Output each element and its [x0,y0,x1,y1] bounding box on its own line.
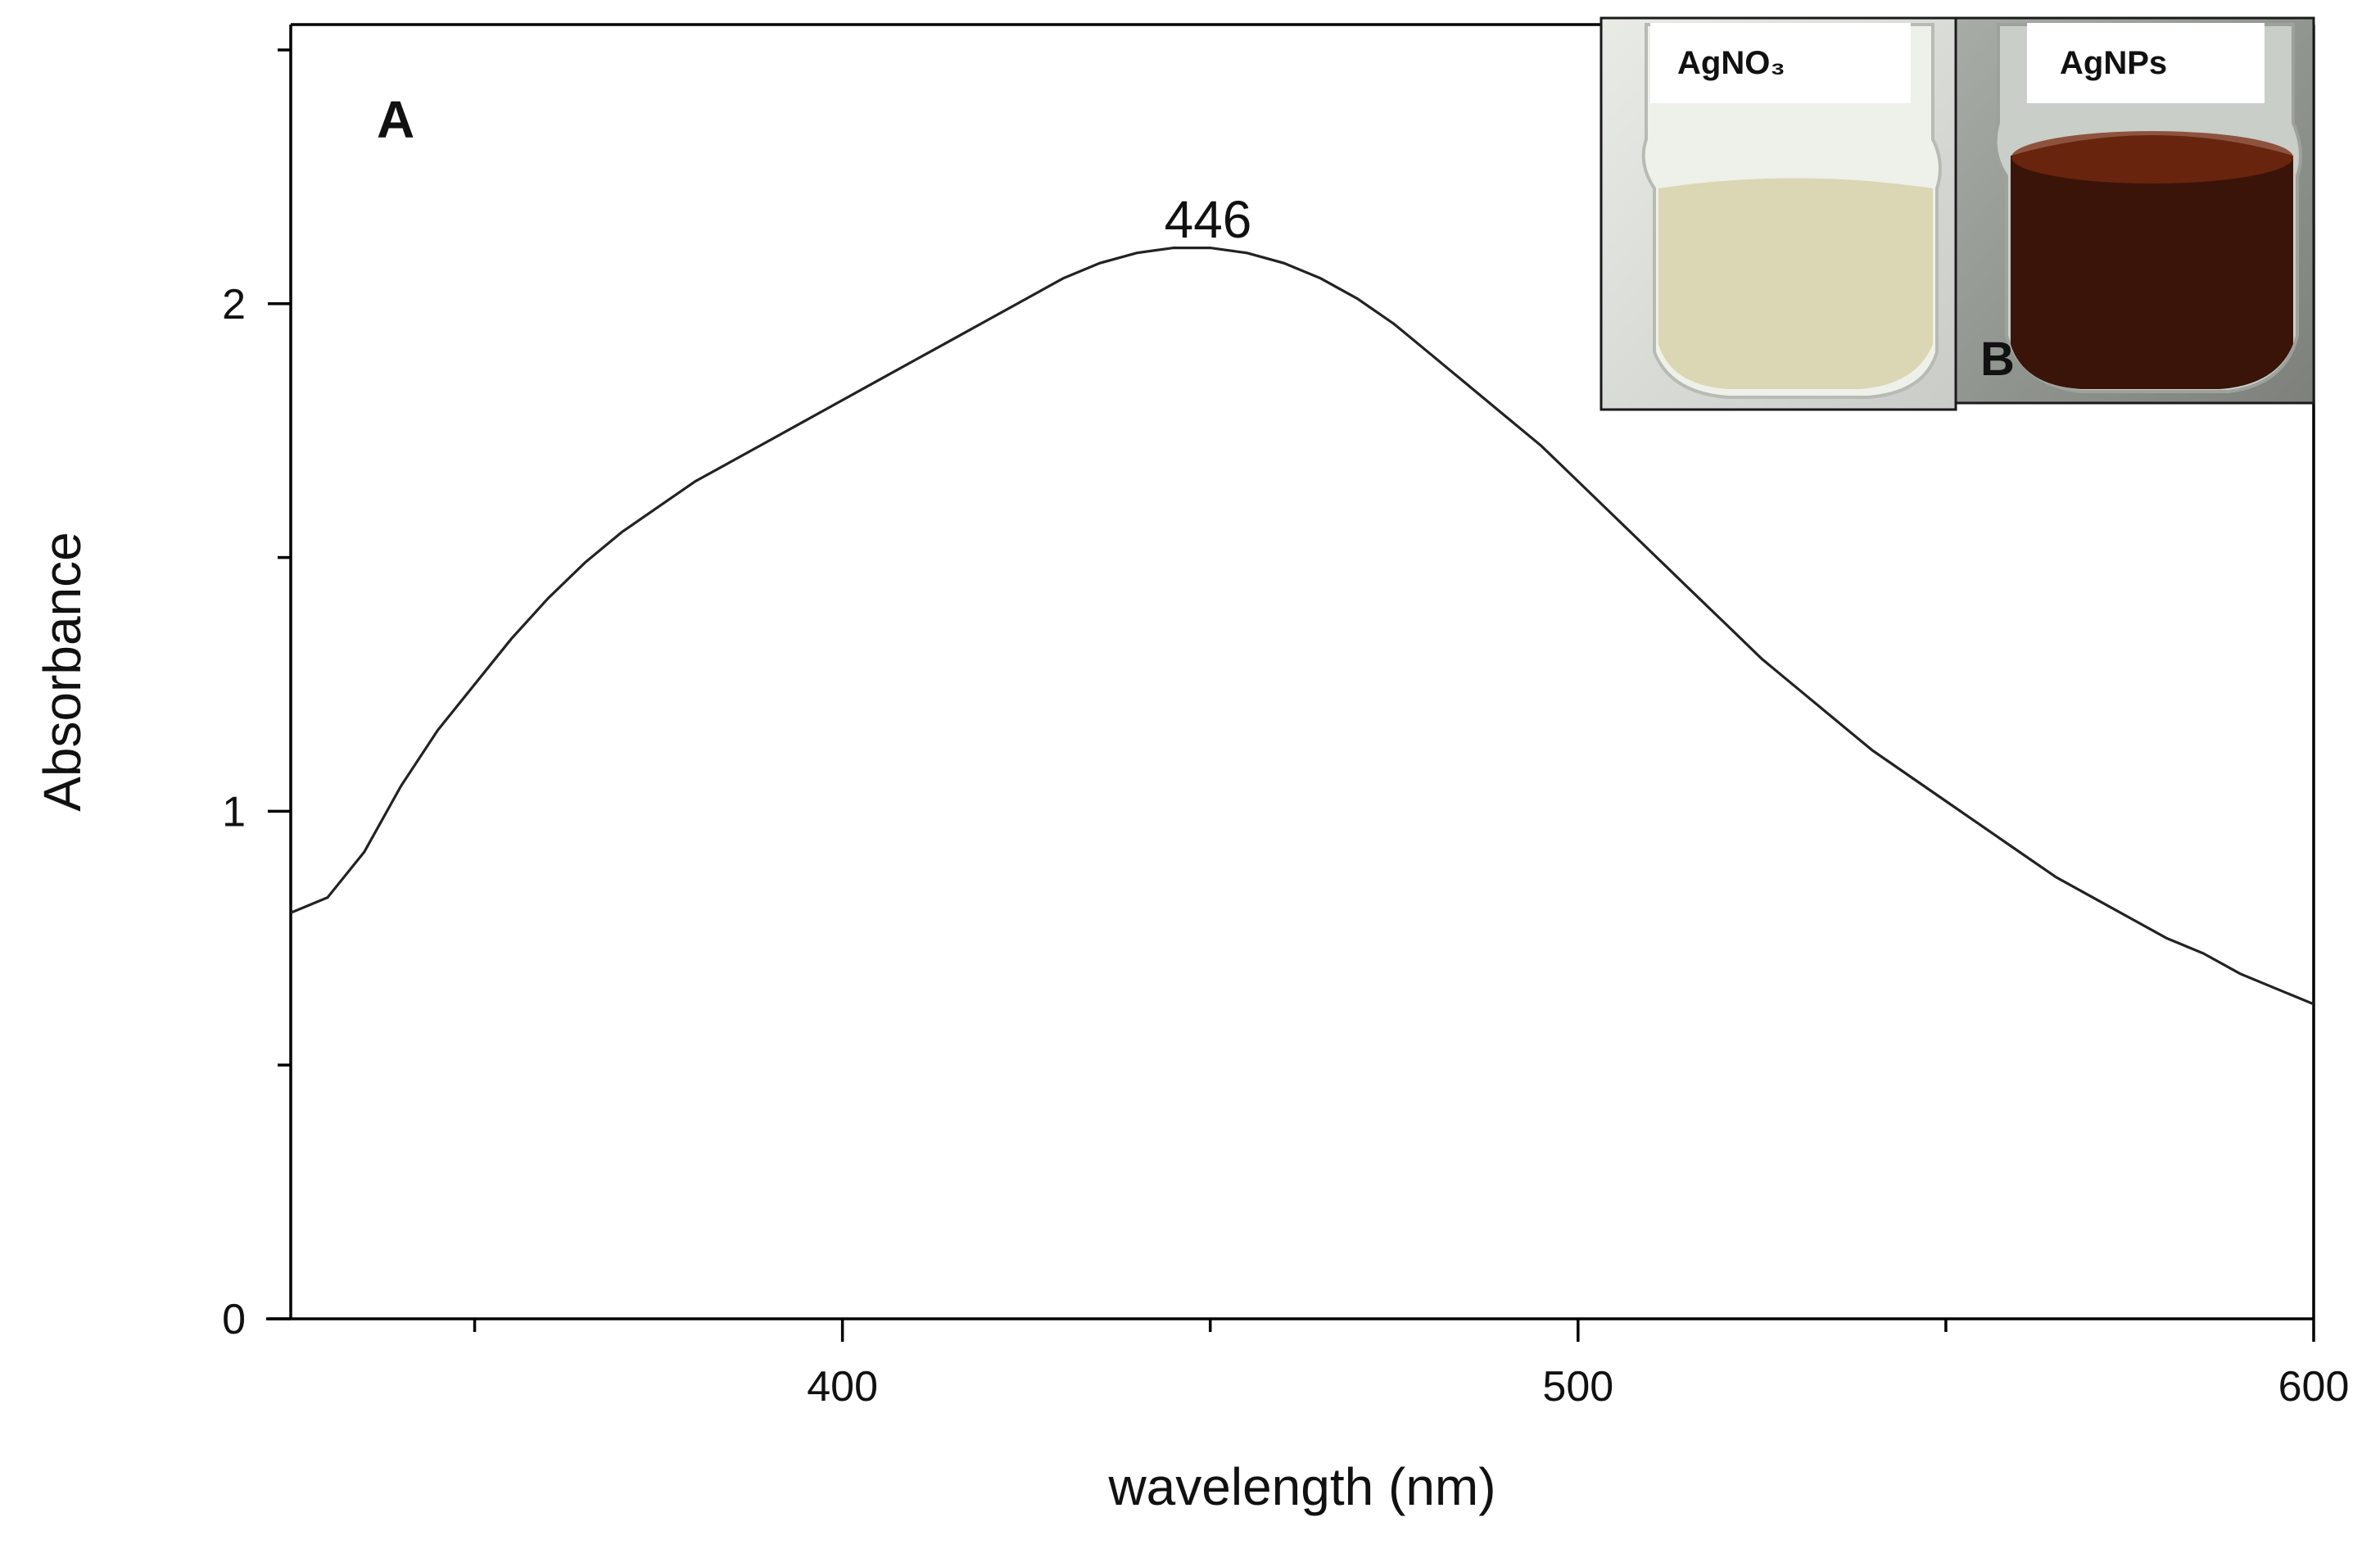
y-axis-title: Absorbance [33,532,92,812]
x-tick-label: 400 [807,1363,878,1411]
agnps-photo: AgNPs B [1954,16,2315,405]
axis-tick-labels: 400 500 600 0 1 2 [222,281,2349,1411]
agnps-label-box [2027,23,2265,103]
inset-photos: AgNO₃ AgNPs B [1599,16,2315,411]
absorbance-series-line [290,247,2314,1006]
agno3-label: AgNO₃ [1677,45,1785,81]
panel-label-a: A [377,90,414,149]
panel-label-b: B [1980,333,2015,386]
agno3-label-box [1650,23,1911,103]
y-tick-label: 1 [222,788,246,836]
agno3-liquid [1658,178,1933,389]
agno3-photo: AgNO₃ [1599,16,1957,411]
agnps-liquid [2011,135,2293,389]
x-axis-title: wavelength (nm) [1107,1457,1495,1516]
y-tick-label: 0 [222,1296,246,1343]
x-tick-label: 500 [1542,1363,1613,1411]
x-tick-label: 600 [2278,1363,2350,1411]
agnps-liquid-surface [2011,131,2293,183]
y-tick-label: 2 [222,281,246,328]
axis-ticks [268,48,2315,1342]
agnps-label: AgNPs [2060,45,2167,81]
peak-label: 446 [1165,190,1252,249]
